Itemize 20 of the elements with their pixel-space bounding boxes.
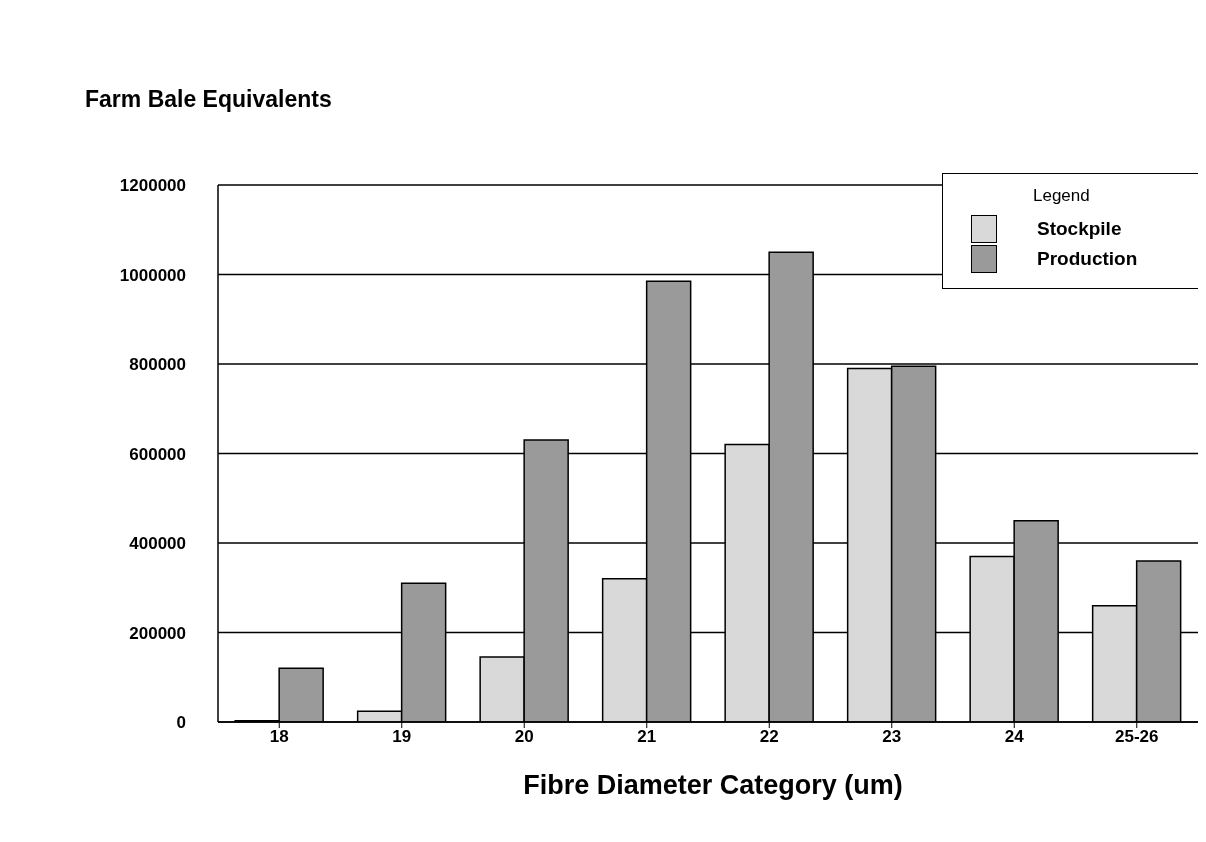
y-tick-label: 200000 bbox=[129, 623, 186, 643]
y-tick-label: 600000 bbox=[129, 444, 186, 464]
x-tick-label: 21 bbox=[637, 727, 657, 747]
x-tick-label: 19 bbox=[392, 727, 412, 747]
legend-label: Production bbox=[1037, 248, 1138, 270]
y-tick-label: 400000 bbox=[129, 534, 186, 554]
x-tick-label: 23 bbox=[882, 727, 902, 747]
y-tick-label: 1200000 bbox=[119, 176, 186, 196]
x-tick-label: 18 bbox=[269, 727, 289, 747]
y-tick-label: 800000 bbox=[129, 355, 186, 375]
y-tick-label: 0 bbox=[176, 713, 186, 733]
x-tick-label: 22 bbox=[759, 727, 779, 747]
x-tick-label: 25-26 bbox=[1115, 727, 1159, 747]
legend-label: Stockpile bbox=[1037, 218, 1122, 240]
x-axis-title: Fibre Diameter Category (um) bbox=[522, 770, 904, 801]
x-tick-label: 20 bbox=[514, 727, 534, 747]
y-tick-label: 1000000 bbox=[119, 265, 186, 285]
legend-title: Legend bbox=[1033, 186, 1091, 206]
chart-title: Farm Bale Equivalents bbox=[85, 86, 332, 113]
x-tick-label: 24 bbox=[1004, 727, 1025, 747]
